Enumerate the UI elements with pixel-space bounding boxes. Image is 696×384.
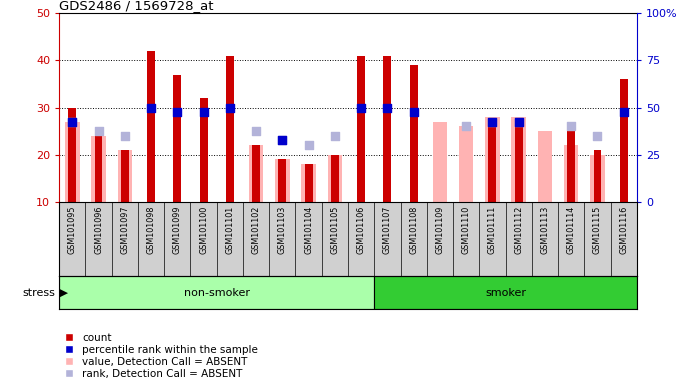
Text: GSM101109: GSM101109 bbox=[436, 205, 445, 254]
Text: GSM101111: GSM101111 bbox=[488, 205, 497, 253]
Text: GDS2486 / 1569728_at: GDS2486 / 1569728_at bbox=[59, 0, 214, 12]
Text: GSM101112: GSM101112 bbox=[514, 205, 523, 254]
Point bbox=[172, 109, 183, 115]
Point bbox=[461, 123, 472, 129]
Bar bbox=[121, 150, 129, 202]
Bar bbox=[357, 56, 365, 202]
Text: non-smoker: non-smoker bbox=[184, 288, 250, 298]
Text: GSM101107: GSM101107 bbox=[383, 205, 392, 254]
Bar bbox=[374, 276, 637, 309]
Text: GSM101096: GSM101096 bbox=[94, 205, 103, 254]
Text: GSM101095: GSM101095 bbox=[68, 205, 77, 254]
Bar bbox=[68, 108, 77, 202]
Bar bbox=[252, 145, 260, 202]
Point bbox=[329, 132, 340, 139]
Bar bbox=[459, 126, 473, 202]
Bar bbox=[278, 159, 286, 202]
Bar bbox=[564, 145, 578, 202]
Point bbox=[251, 128, 262, 134]
Point bbox=[277, 137, 288, 144]
Text: GSM101108: GSM101108 bbox=[409, 205, 418, 253]
Text: GSM101110: GSM101110 bbox=[461, 205, 470, 253]
Point bbox=[303, 142, 314, 148]
Point bbox=[67, 119, 78, 125]
Bar bbox=[301, 164, 316, 202]
Text: GSM101100: GSM101100 bbox=[199, 205, 208, 253]
Bar bbox=[383, 56, 391, 202]
Text: ▶: ▶ bbox=[56, 288, 68, 298]
Bar bbox=[433, 122, 447, 202]
Text: GSM101099: GSM101099 bbox=[173, 205, 182, 254]
Bar bbox=[59, 276, 374, 309]
Bar bbox=[331, 155, 339, 202]
Bar bbox=[95, 136, 102, 202]
Text: GSM101116: GSM101116 bbox=[619, 205, 628, 253]
Bar bbox=[590, 155, 605, 202]
Point bbox=[93, 128, 104, 134]
Bar bbox=[65, 122, 79, 202]
Point bbox=[408, 109, 419, 115]
Point bbox=[224, 104, 235, 111]
Text: GSM101104: GSM101104 bbox=[304, 205, 313, 253]
Point bbox=[67, 119, 78, 125]
Bar bbox=[515, 122, 523, 202]
Point bbox=[566, 123, 577, 129]
Bar bbox=[226, 56, 234, 202]
Point bbox=[592, 132, 603, 139]
Point bbox=[487, 119, 498, 125]
Bar bbox=[567, 126, 575, 202]
Bar bbox=[619, 79, 628, 202]
Point bbox=[618, 109, 629, 115]
Point bbox=[513, 119, 524, 125]
Text: smoker: smoker bbox=[485, 288, 526, 298]
Bar bbox=[328, 155, 342, 202]
Text: GSM101106: GSM101106 bbox=[356, 205, 365, 253]
Bar bbox=[305, 164, 313, 202]
Text: GSM101101: GSM101101 bbox=[226, 205, 235, 253]
Text: GSM101113: GSM101113 bbox=[540, 205, 549, 253]
Text: GSM101103: GSM101103 bbox=[278, 205, 287, 253]
Bar bbox=[275, 159, 290, 202]
Point bbox=[198, 109, 209, 115]
Text: GSM101115: GSM101115 bbox=[593, 205, 602, 254]
Point bbox=[119, 132, 130, 139]
Legend: count, percentile rank within the sample, value, Detection Call = ABSENT, rank, : count, percentile rank within the sample… bbox=[64, 333, 258, 379]
Bar bbox=[410, 65, 418, 202]
Text: GSM101114: GSM101114 bbox=[567, 205, 576, 253]
Bar bbox=[91, 136, 106, 202]
Bar bbox=[118, 150, 132, 202]
Bar bbox=[489, 122, 496, 202]
Bar bbox=[485, 117, 500, 202]
Bar bbox=[249, 145, 263, 202]
Text: GSM101102: GSM101102 bbox=[251, 205, 260, 254]
Text: GSM101098: GSM101098 bbox=[147, 205, 156, 254]
Text: GSM101097: GSM101097 bbox=[120, 205, 129, 254]
Point bbox=[513, 119, 524, 125]
Bar bbox=[512, 117, 526, 202]
Bar bbox=[594, 150, 601, 202]
Text: GSM101105: GSM101105 bbox=[331, 205, 340, 254]
Bar bbox=[200, 98, 207, 202]
Point bbox=[277, 137, 288, 144]
Point bbox=[356, 104, 367, 111]
Bar bbox=[173, 74, 181, 202]
Point bbox=[382, 104, 393, 111]
Bar bbox=[538, 131, 552, 202]
Point bbox=[145, 104, 157, 111]
Bar bbox=[147, 51, 155, 202]
Text: stress: stress bbox=[23, 288, 56, 298]
Point bbox=[487, 119, 498, 125]
